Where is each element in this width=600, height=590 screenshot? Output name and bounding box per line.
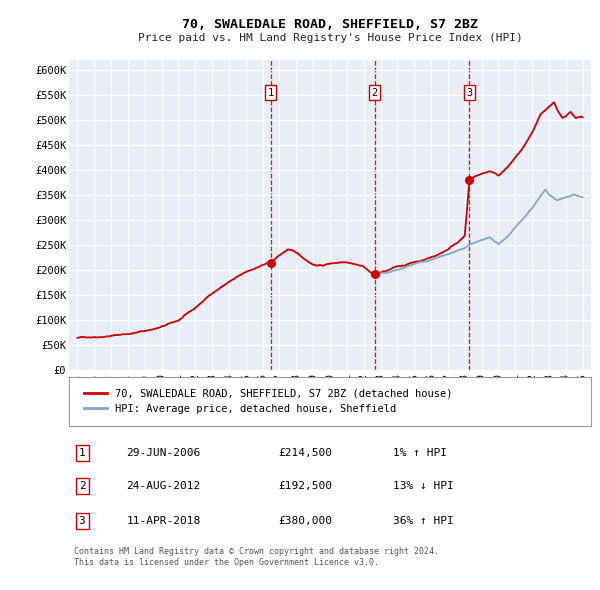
Text: 1% ↑ HPI: 1% ↑ HPI (392, 448, 446, 458)
Legend: 70, SWALEDALE ROAD, SHEFFIELD, S7 2BZ (detached house), HPI: Average price, deta: 70, SWALEDALE ROAD, SHEFFIELD, S7 2BZ (d… (79, 385, 457, 418)
Text: Contains HM Land Registry data © Crown copyright and database right 2024.
This d: Contains HM Land Registry data © Crown c… (74, 548, 439, 567)
Text: £192,500: £192,500 (278, 481, 332, 491)
Text: 70, SWALEDALE ROAD, SHEFFIELD, S7 2BZ: 70, SWALEDALE ROAD, SHEFFIELD, S7 2BZ (182, 18, 478, 31)
Text: 1: 1 (79, 448, 85, 458)
Text: Price paid vs. HM Land Registry's House Price Index (HPI): Price paid vs. HM Land Registry's House … (137, 34, 523, 43)
Text: 1: 1 (268, 88, 274, 98)
Text: 24-AUG-2012: 24-AUG-2012 (127, 481, 200, 491)
Text: £214,500: £214,500 (278, 448, 332, 458)
Text: 2: 2 (79, 481, 85, 491)
Text: 11-APR-2018: 11-APR-2018 (127, 516, 200, 526)
Text: 36% ↑ HPI: 36% ↑ HPI (392, 516, 454, 526)
Text: 3: 3 (466, 88, 473, 98)
Text: 3: 3 (79, 516, 85, 526)
Text: 13% ↓ HPI: 13% ↓ HPI (392, 481, 454, 491)
Text: £380,000: £380,000 (278, 516, 332, 526)
Text: 29-JUN-2006: 29-JUN-2006 (127, 448, 200, 458)
Text: 2: 2 (371, 88, 378, 98)
